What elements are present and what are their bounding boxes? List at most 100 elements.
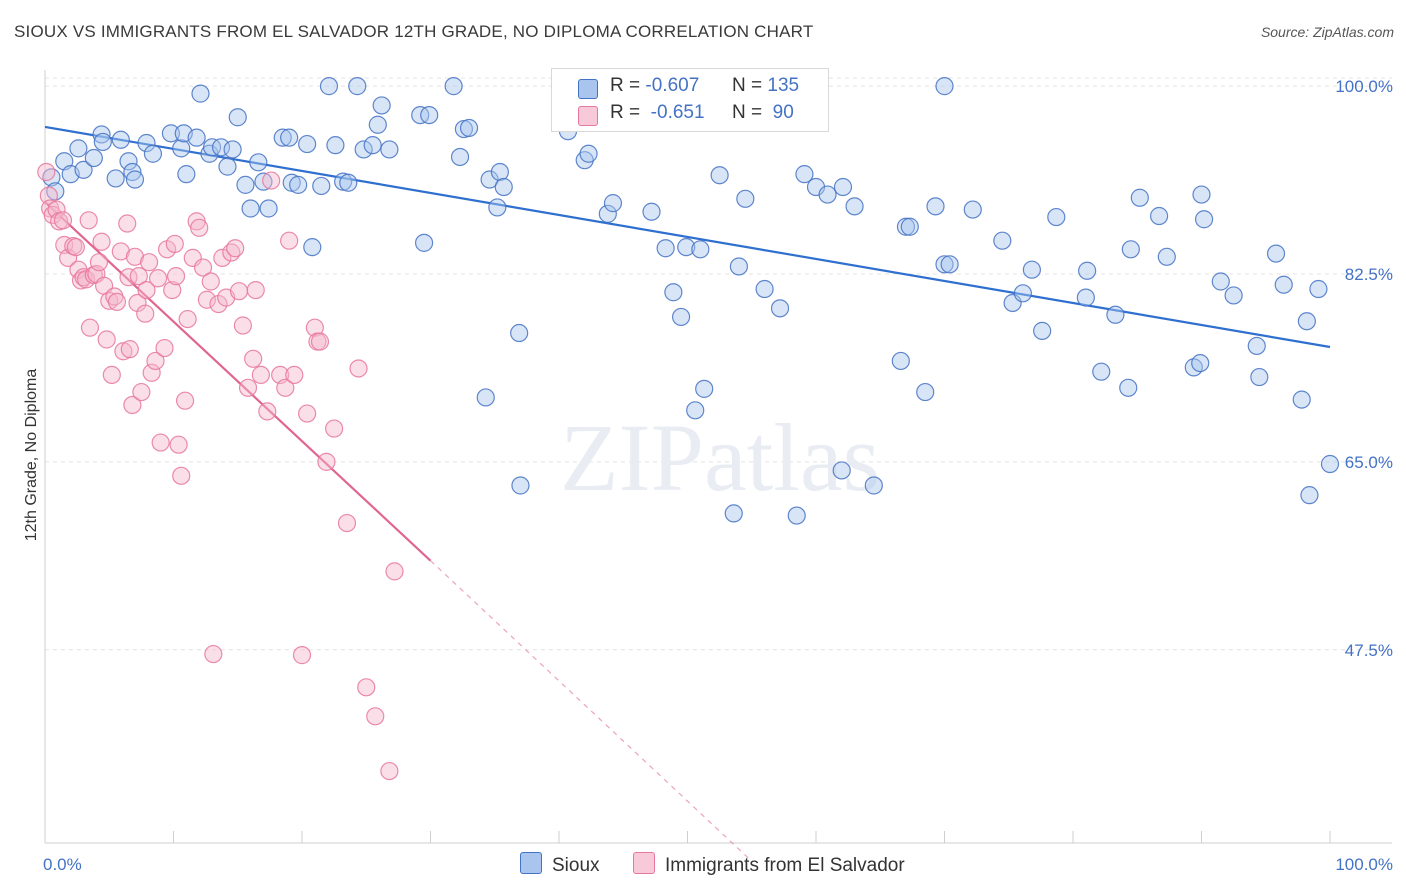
data-point xyxy=(172,466,191,485)
data-point xyxy=(229,282,249,301)
correlation-legend: R = -0.607 N = 135 R = -0.651 N = 90 xyxy=(551,68,829,132)
data-point xyxy=(864,476,883,495)
legend-r-label: R = xyxy=(610,102,641,123)
data-point xyxy=(1157,247,1176,266)
data-point xyxy=(1130,188,1149,207)
data-point xyxy=(339,173,358,192)
legend-n-value: 90 xyxy=(772,102,794,123)
data-point xyxy=(380,761,399,781)
data-point xyxy=(125,170,145,189)
data-point xyxy=(1224,286,1243,305)
data-point xyxy=(1033,321,1052,340)
legend-n-label: N = xyxy=(732,102,763,123)
bottom-legend-el-salvador: Immigrants from El Salvador xyxy=(633,852,905,877)
data-point xyxy=(111,242,130,261)
data-point xyxy=(319,77,339,96)
data-point xyxy=(132,382,151,402)
series-sioux xyxy=(42,77,1340,525)
data-point xyxy=(1250,367,1269,387)
data-point xyxy=(187,128,206,147)
data-point xyxy=(298,404,317,423)
series-el-salvador xyxy=(37,162,404,781)
data-point xyxy=(1247,336,1266,356)
data-point xyxy=(74,160,93,179)
data-point xyxy=(490,162,509,182)
data-point xyxy=(510,323,529,343)
data-point xyxy=(111,130,130,149)
data-point xyxy=(349,359,368,378)
data-point xyxy=(276,378,295,397)
data-point xyxy=(325,419,344,438)
data-point xyxy=(289,175,308,194)
data-point xyxy=(66,238,85,257)
data-point xyxy=(896,217,916,236)
data-point xyxy=(642,202,661,221)
data-point xyxy=(93,132,112,152)
data-point xyxy=(916,382,935,402)
data-point xyxy=(1119,378,1138,397)
data-point xyxy=(226,239,245,258)
data-point xyxy=(795,165,814,184)
legend-swatch-el-salvador xyxy=(578,106,598,126)
chart-title: SIOUX VS IMMIGRANTS FROM EL SALVADOR 12T… xyxy=(14,22,814,41)
data-point xyxy=(97,330,116,349)
data-point xyxy=(305,318,324,337)
data-point xyxy=(511,476,530,495)
data-point xyxy=(137,280,156,300)
bottom-legend-label-sioux: Sioux xyxy=(552,855,600,876)
data-point xyxy=(656,239,675,258)
data-point xyxy=(258,402,277,421)
data-point xyxy=(450,147,470,167)
data-point xyxy=(273,128,292,147)
data-point xyxy=(671,307,691,327)
data-point xyxy=(161,124,181,143)
data-point xyxy=(53,211,73,230)
bottom-legend-swatch-el-salvador xyxy=(633,852,655,874)
data-point xyxy=(494,177,513,197)
data-point xyxy=(900,217,919,236)
data-point xyxy=(106,169,125,188)
data-point xyxy=(755,279,774,299)
data-point xyxy=(935,255,954,274)
data-point xyxy=(69,139,88,158)
data-point xyxy=(1300,486,1319,505)
data-point xyxy=(169,435,188,454)
data-point xyxy=(993,231,1012,250)
data-point xyxy=(935,77,954,96)
data-point xyxy=(262,171,281,190)
data-point xyxy=(787,506,806,525)
data-point xyxy=(1022,260,1041,279)
data-point xyxy=(228,108,247,127)
data-point xyxy=(259,199,278,218)
data-point xyxy=(246,280,265,300)
data-points xyxy=(37,77,1340,781)
data-point xyxy=(372,96,391,115)
data-point xyxy=(1047,207,1066,227)
data-point xyxy=(249,153,268,172)
data-point xyxy=(891,351,910,371)
data-point xyxy=(241,199,260,218)
data-point xyxy=(151,433,170,452)
data-point xyxy=(1192,185,1211,204)
data-point xyxy=(488,198,507,217)
data-point xyxy=(312,176,331,196)
y-tick-label: 82.5% xyxy=(1345,265,1393,284)
data-point xyxy=(1309,279,1328,299)
data-point xyxy=(166,267,186,286)
data-point xyxy=(476,388,495,407)
axes xyxy=(44,70,1392,844)
bottom-legend-sioux: Sioux xyxy=(520,852,600,877)
data-point xyxy=(480,170,499,189)
data-point xyxy=(695,379,714,398)
data-point xyxy=(1013,284,1032,303)
data-point xyxy=(354,140,373,159)
data-point xyxy=(201,272,220,291)
data-point xyxy=(310,332,330,351)
data-point xyxy=(724,504,743,523)
trend-line-sioux xyxy=(44,125,1331,349)
legend-r-value: -0.651 xyxy=(650,102,705,123)
data-point xyxy=(686,401,705,420)
x-tick-label: 0.0% xyxy=(43,855,82,874)
data-point xyxy=(178,309,197,329)
